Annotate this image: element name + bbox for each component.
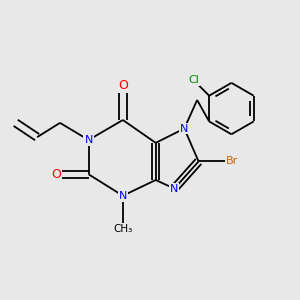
Text: N: N: [84, 135, 93, 145]
Text: N: N: [119, 191, 127, 201]
Text: N: N: [170, 184, 178, 194]
Text: O: O: [118, 79, 128, 92]
Text: CH₃: CH₃: [113, 224, 133, 234]
Text: Br: Br: [226, 156, 238, 167]
Text: N: N: [180, 124, 188, 134]
Text: Cl: Cl: [188, 75, 199, 85]
Text: O: O: [51, 168, 61, 181]
